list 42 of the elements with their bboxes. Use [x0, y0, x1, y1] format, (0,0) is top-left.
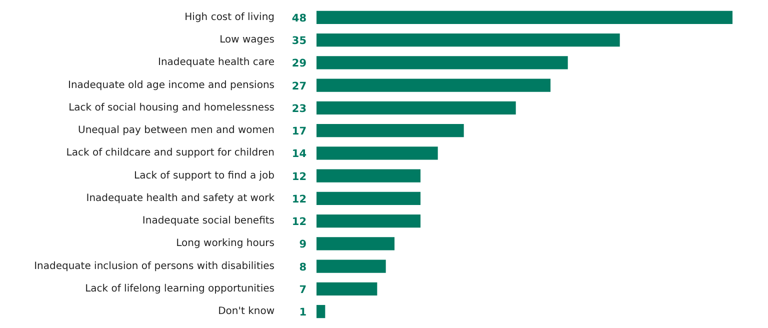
y-tick-label: Lack of social housing and homelessness: [68, 102, 275, 114]
bar: [316, 101, 516, 115]
y-tick-label: Lack of lifelong learning opportunities: [85, 283, 275, 294]
data-label: 23: [292, 102, 307, 115]
y-tick-label: Unequal pay between men and women: [78, 125, 275, 136]
bar: [316, 56, 568, 70]
bar: [316, 169, 420, 182]
data-label: 12: [292, 216, 307, 228]
y-tick-label: Inadequate health care: [158, 57, 274, 68]
bar: [316, 214, 420, 228]
data-label: 12: [292, 170, 307, 183]
y-tick-label: Don't know: [218, 306, 275, 318]
data-label: 9: [299, 238, 307, 251]
bar: [316, 260, 386, 273]
bar: [316, 10, 732, 24]
data-label: 1: [299, 306, 307, 319]
y-tick-label: Inadequate health and safety at work: [86, 192, 275, 204]
bar: [316, 237, 394, 250]
bar: [316, 282, 378, 296]
bar: [316, 192, 420, 205]
data-label: 48: [292, 12, 307, 24]
bar: [316, 146, 438, 160]
y-tick-label: Inadequate old age income and pensions: [68, 80, 274, 91]
data-label: 29: [292, 58, 307, 70]
data-label: 12: [292, 193, 307, 206]
y-tick-label: Lack of support to find a job: [134, 170, 275, 182]
bar: [316, 304, 326, 318]
data-label: 7: [299, 284, 307, 296]
bar: [316, 124, 464, 138]
bar: [316, 78, 550, 92]
data-label: 35: [292, 35, 307, 48]
y-tick-label: Inadequate inclusion of persons with disabilities: [34, 260, 274, 272]
y-tick-label: Long working hours: [176, 238, 275, 250]
data-label: 8: [299, 261, 307, 274]
bar: [316, 34, 620, 47]
y-tick-label: Low wages: [220, 34, 275, 46]
y-tick-label: High cost of living: [184, 12, 274, 23]
y-tick-label: Inadequate social benefits: [142, 216, 275, 227]
data-label: 27: [292, 80, 307, 92]
data-label: 17: [292, 126, 307, 138]
data-label: 14: [292, 148, 307, 160]
y-tick-label: Lack of childcare and support for children: [66, 148, 275, 159]
